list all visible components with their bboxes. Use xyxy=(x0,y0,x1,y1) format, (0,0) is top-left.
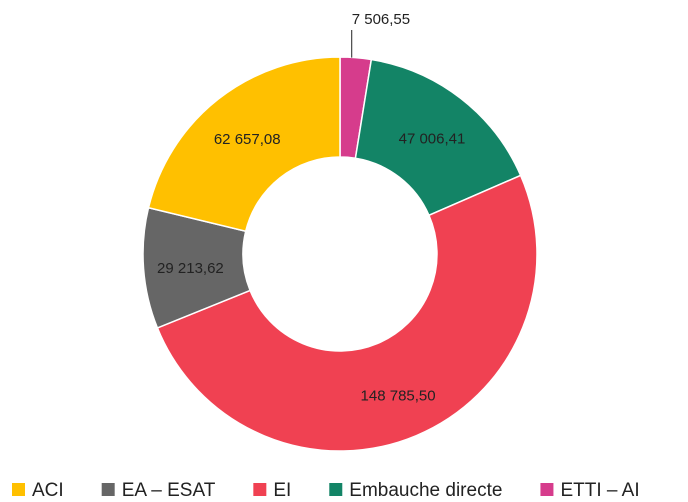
data-label: 148 785,50 xyxy=(361,387,436,404)
legend-label: Embauche directe xyxy=(349,480,502,501)
legend-label: EA – ESAT xyxy=(122,480,216,501)
legend-label: EI xyxy=(273,480,291,501)
legend-swatch xyxy=(253,483,267,496)
data-label: 7 506,55 xyxy=(352,11,410,28)
donut-slice xyxy=(147,56,341,233)
data-label: 62 657,08 xyxy=(214,131,281,148)
donut-slice xyxy=(354,58,522,217)
donut-slice xyxy=(156,174,538,452)
legend-swatch xyxy=(101,483,115,496)
legend-label: ETTI – AI xyxy=(560,480,639,501)
legend-label: ACI xyxy=(32,480,64,501)
data-label: 29 213,62 xyxy=(157,260,224,277)
data-label: 47 006,41 xyxy=(399,130,466,147)
legend-swatch xyxy=(329,483,343,496)
legend-swatch xyxy=(540,483,554,496)
legend-swatch xyxy=(12,483,25,496)
